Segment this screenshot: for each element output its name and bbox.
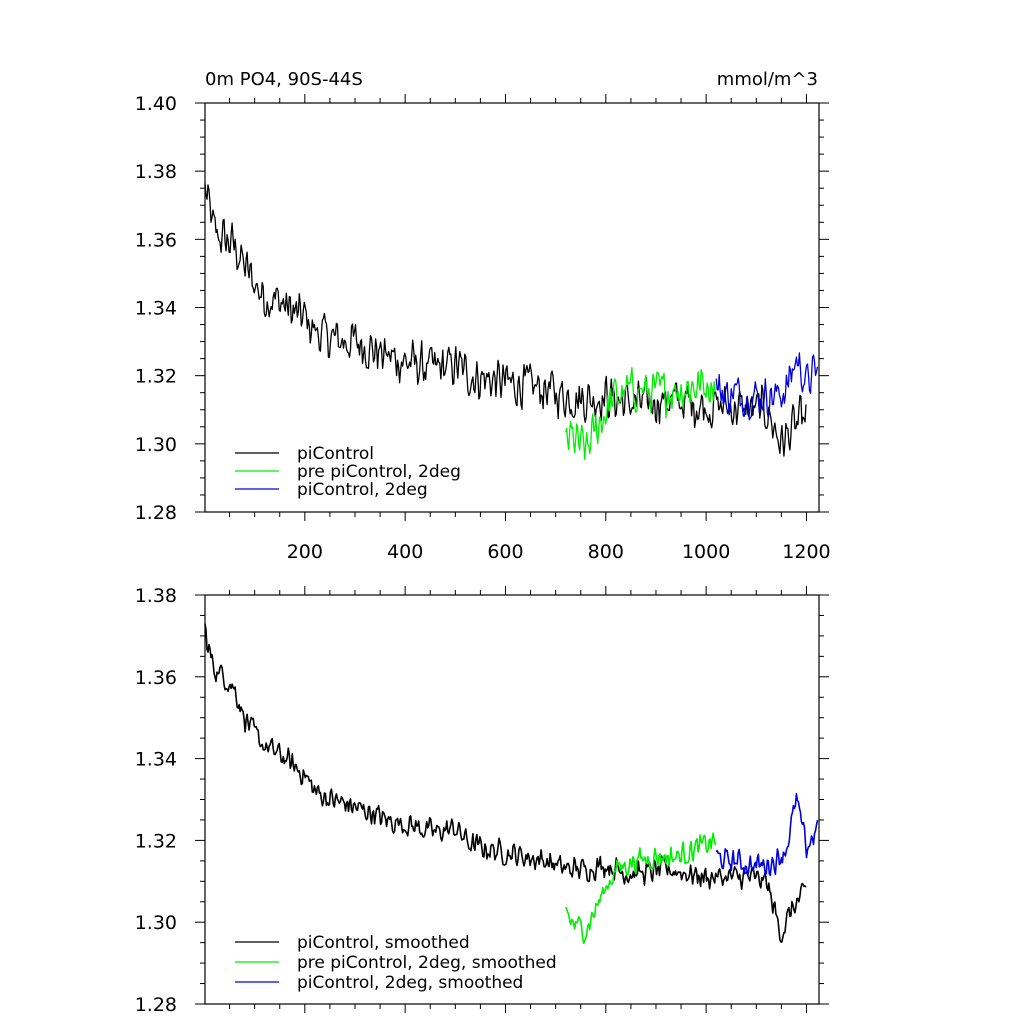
x-tick-label: 800 bbox=[588, 541, 624, 563]
top-panel-tick-labels: 200 400 600 800 1000 1200 1.28 1.30 1.32 1.34 1.36… bbox=[135, 93, 831, 563]
top-panel-ticks bbox=[195, 94, 829, 521]
legend-label: pre piControl, 2deg bbox=[297, 462, 461, 482]
series-line-pre-picontrol-2deg bbox=[565, 367, 717, 460]
legend-label: piControl, 2deg bbox=[297, 480, 428, 500]
y-tick-label: 1.32 bbox=[135, 830, 177, 852]
series-line-picontrol-smoothed bbox=[204, 623, 807, 943]
y-tick-label: 1.38 bbox=[135, 161, 177, 183]
bottom-panel-tick-labels: 1.28 1.30 1.32 1.34 1.36 1.38 bbox=[135, 585, 177, 1016]
top-panel-title: 0m PO4, 90S-44S bbox=[205, 69, 363, 90]
y-tick-label: 1.36 bbox=[135, 229, 177, 251]
legend-label: piControl bbox=[297, 444, 374, 464]
y-tick-label: 1.40 bbox=[135, 93, 177, 115]
x-tick-label: 200 bbox=[287, 541, 323, 563]
y-tick-label: 1.28 bbox=[135, 502, 177, 524]
bottom-panel-ticks bbox=[195, 586, 829, 1013]
top-panel-frame bbox=[204, 102, 820, 513]
legend-label: piControl, smoothed bbox=[297, 933, 470, 953]
series-line-picontrol-2deg-smoothed bbox=[715, 792, 819, 877]
top-panel-series bbox=[204, 183, 819, 460]
series-line-picontrol-2deg bbox=[715, 352, 819, 421]
top-panel-units: mmol/m^3 bbox=[717, 69, 818, 90]
x-tick-label: 400 bbox=[387, 541, 423, 563]
bottom-panel: 1.28 1.30 1.32 1.34 1.36 1.38 piControl, smoo… bbox=[135, 585, 829, 1016]
y-tick-label: 1.32 bbox=[135, 366, 177, 388]
legend-label: piControl, 2deg, smoothed bbox=[297, 973, 523, 993]
y-tick-label: 1.36 bbox=[135, 667, 177, 689]
series-line-picontrol bbox=[204, 183, 807, 457]
top-panel: 0m PO4, 90S-44S mmol/m^3 200 400 600 800 100… bbox=[135, 69, 831, 563]
bottom-panel-frame bbox=[204, 594, 820, 1005]
legend-label: pre piControl, 2deg, smoothed bbox=[297, 953, 557, 973]
x-tick-label: 1200 bbox=[782, 541, 830, 563]
x-tick-label: 600 bbox=[487, 541, 523, 563]
x-tick-label: 1000 bbox=[682, 541, 730, 563]
y-tick-label: 1.34 bbox=[135, 298, 177, 320]
y-tick-label: 1.30 bbox=[135, 912, 177, 934]
y-tick-label: 1.34 bbox=[135, 749, 177, 771]
bottom-panel-series bbox=[204, 623, 819, 945]
series-line-pre-picontrol-2deg-smoothed bbox=[564, 832, 717, 945]
y-tick-label: 1.38 bbox=[135, 585, 177, 607]
y-tick-label: 1.30 bbox=[135, 434, 177, 456]
y-tick-label: 1.28 bbox=[135, 994, 177, 1016]
